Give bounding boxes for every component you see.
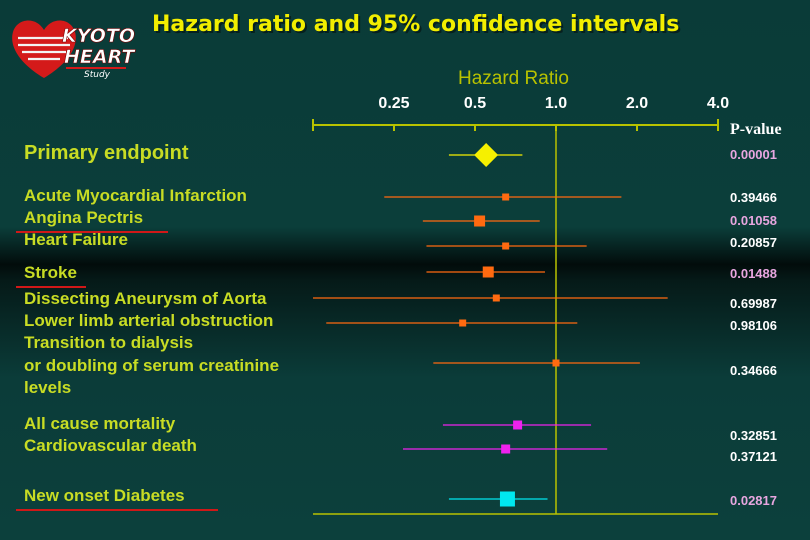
x-tick-label: 2.0 [625,95,649,112]
heart-stripes [18,36,70,61]
row-label: All cause mortality [24,414,176,433]
row-label-underline [16,231,168,233]
x-tick-label: 4.0 [706,95,730,112]
kyoto-heart-logo: KYOTO HEART Study [12,20,137,80]
row-pvalue: 0.69987 [730,296,777,311]
row-label-underline [16,509,218,511]
row-pvalue: 0.01488 [730,266,777,281]
hr-marker [502,242,510,250]
row-label: Acute Myocardial Infarction [24,186,247,205]
logo-kyoto-text: KYOTO [62,25,135,47]
row-pvalue: 0.98106 [730,318,777,333]
hr-marker [459,319,467,327]
x-tick-label: 0.25 [378,95,410,112]
row-pvalue: 0.00001 [730,147,777,162]
row-pvalue: 0.02817 [730,493,777,508]
row-pvalue: 0.32851 [730,428,777,443]
row-label: Cardiovascular death [24,436,197,455]
logo-study-text: Study [84,70,111,80]
row-label: Lower limb arterial obstruction [24,311,274,330]
row-label-underline [16,286,86,288]
chart-title: Hazard ratio and 95% confidence interval… [152,12,680,37]
x-axis-label: Hazard Ratio [458,68,569,89]
hr-marker [474,215,486,227]
hr-diamond [474,143,499,167]
row-pvalue: 0.20857 [730,235,777,250]
hr-marker [552,359,560,367]
logo-rule [66,67,126,69]
hr-marker [501,444,511,454]
row-label: Dissecting Aneurysm of Aorta [24,289,267,308]
row-label: New onset Diabetes [24,486,185,505]
heart-shape [12,20,76,78]
hr-marker [513,420,523,430]
row-pvalue: 0.39466 [730,190,777,205]
hr-marker [492,294,500,302]
row-label: Primary endpoint [24,142,189,164]
row-label: Transition to dialysis or doubling of se… [24,333,280,397]
row-label: Heart Failure [24,230,128,249]
hr-marker [499,491,515,507]
row-pvalue: 0.01058 [730,213,777,228]
row-pvalue: 0.34666 [730,363,777,378]
row-label: Angina Pectris [24,208,144,227]
logo-heart-text: HEART [64,46,136,68]
hr-marker [502,193,510,201]
pvalue-column-header: P-value [730,121,782,138]
row-pvalue: 0.37121 [730,449,777,464]
x-tick-label: 1.0 [544,95,568,112]
row-label: Stroke [24,263,77,282]
hr-marker [482,266,494,278]
x-tick-label: 0.5 [463,95,487,112]
